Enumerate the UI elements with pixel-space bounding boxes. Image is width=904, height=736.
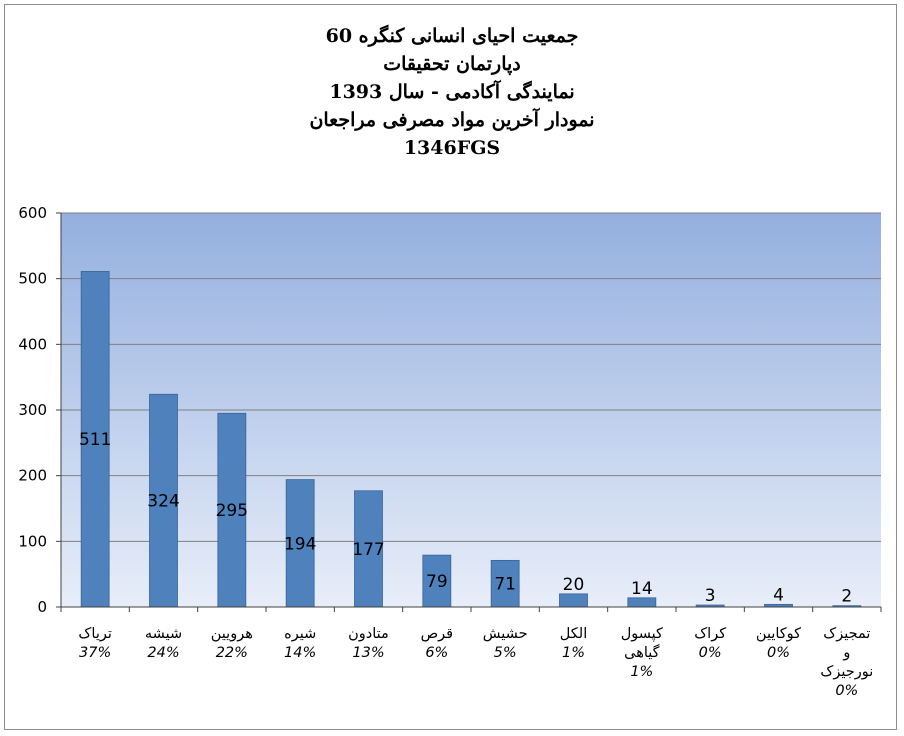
- title-line-5: 1346FGS: [403, 137, 501, 159]
- title-line-3: نمایندگی آکادمی - سال 1393: [329, 81, 575, 103]
- x-tick-label: و: [842, 645, 850, 661]
- x-tick-label: حشیش: [483, 626, 528, 642]
- x-tick-label: کراک: [694, 626, 726, 642]
- x-tick-label: 6%: [425, 645, 448, 661]
- y-axis: 0 100 200 300 400 500 600: [18, 204, 62, 616]
- data-label: 295: [216, 501, 248, 521]
- bar: [80, 271, 110, 608]
- data-label: 194: [284, 534, 316, 554]
- y-tick-label: 0: [37, 598, 47, 616]
- bars: [80, 271, 862, 608]
- gridlines: [61, 212, 881, 542]
- x-tick-label: 22%: [216, 645, 248, 661]
- y-tick-label: 100: [18, 532, 47, 550]
- bar: [490, 559, 520, 608]
- bar: [627, 597, 657, 608]
- x-tick-label: 1%: [630, 664, 653, 680]
- x-tick-label: 0%: [767, 645, 790, 661]
- x-tick-label: هرویین: [211, 626, 253, 642]
- x-tick-label: 24%: [147, 645, 179, 661]
- x-tick-label: 14%: [284, 645, 316, 661]
- title-line-1: جمعیت احیای انسانی کنگره 60: [325, 25, 579, 47]
- chart-title: جمعیت احیای انسانی کنگره 60 دپارتمان تحق…: [0, 22, 904, 162]
- x-tick-label: شیشه: [145, 626, 182, 642]
- data-label: 79: [426, 572, 448, 592]
- title-line-4: نمودار آخرین مواد مصرفی مراجعان: [309, 109, 595, 131]
- bar: [559, 593, 588, 608]
- x-tick-label: شیره: [284, 626, 316, 642]
- y-tick-label: 400: [18, 335, 47, 353]
- data-label: 71: [494, 575, 516, 595]
- x-tick-label: متادون: [348, 626, 389, 642]
- y-tick-label: 300: [18, 401, 47, 419]
- title-line-2: دپارتمان تحقیقات: [383, 53, 521, 75]
- y-tick-label: 600: [18, 204, 47, 222]
- data-label: 14: [631, 579, 653, 599]
- x-tick-label: 5%: [494, 645, 517, 661]
- x-tick-label: 0%: [835, 683, 858, 699]
- y-tick-label: 500: [18, 270, 47, 288]
- data-label: 3: [705, 586, 716, 606]
- x-tick-label: 13%: [352, 645, 384, 661]
- x-tick-label: 0%: [699, 645, 722, 661]
- x-tick-label: 37%: [79, 645, 111, 661]
- bar: [285, 479, 315, 608]
- data-labels: 511 324 295 194 177 79 71 20 14 3 4 2: [79, 430, 852, 606]
- bar: [422, 554, 452, 608]
- x-tick-label: کپسول: [621, 626, 663, 642]
- x-tick-label: کوکایین: [756, 626, 801, 642]
- x-tick-label: قرص: [421, 626, 453, 642]
- data-label: 4: [773, 585, 784, 605]
- x-tick-label: گیاهی: [624, 644, 660, 661]
- x-tick-label: 1%: [562, 645, 585, 661]
- bar: [354, 490, 383, 608]
- data-label: 324: [147, 492, 179, 512]
- y-tick-label: 200: [18, 467, 47, 485]
- x-tick-label: تریاک: [78, 626, 111, 642]
- x-axis: تریاک 37% شیشه 24% هرویین 22% شیره 14% متادون 13%…: [60, 606, 882, 699]
- data-label: 20: [563, 575, 585, 595]
- x-tick-label: الکل: [560, 626, 587, 642]
- data-label: 177: [352, 540, 384, 560]
- data-label: 2: [841, 587, 852, 607]
- x-tick-label: تمجیزک: [823, 626, 870, 642]
- data-label: 511: [79, 430, 111, 450]
- x-tick-label: نورجیزک: [820, 664, 873, 680]
